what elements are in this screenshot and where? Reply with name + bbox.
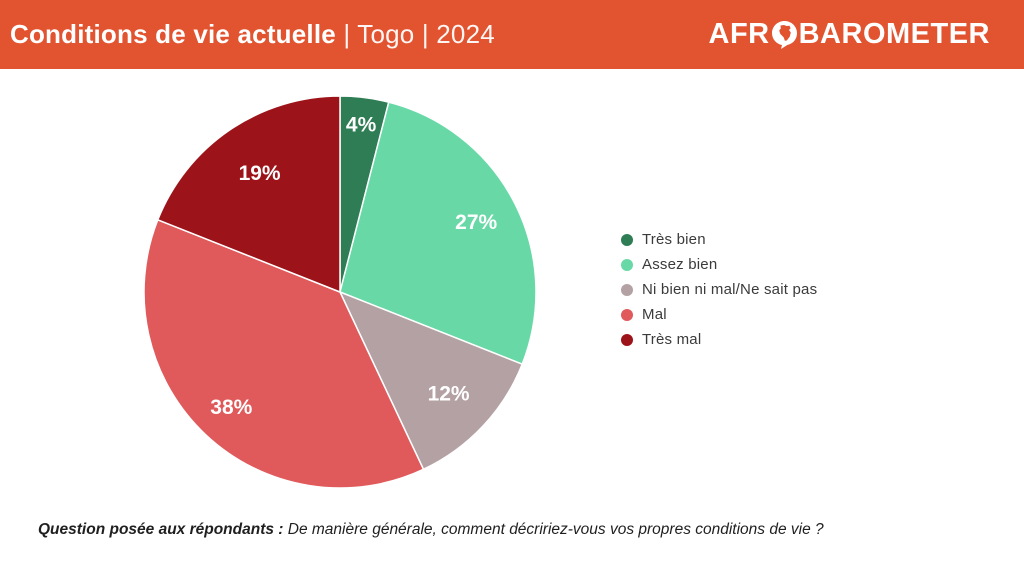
- pie-slice-value-label: 12%: [428, 383, 470, 406]
- legend-swatch-tres-bien: [621, 233, 633, 246]
- page-title-rest: | Togo | 2024: [335, 19, 495, 49]
- pie-slice-3: [143, 219, 425, 489]
- logo-text-right: BAROMETER: [798, 18, 990, 50]
- legend-item-assez-bien: Assez bien: [621, 252, 817, 277]
- pie-slice-value-label: 19%: [239, 162, 281, 185]
- africa-speech-bubble-icon: [770, 20, 799, 50]
- legend-swatch-mal: [621, 308, 633, 321]
- chart-legend: Très bien Assez bien Ni bien ni mal/Ne s…: [621, 227, 817, 352]
- pie-slice-4: [157, 95, 341, 293]
- page-title: Conditions de vie actuelle | Togo | 2024: [10, 19, 495, 50]
- legend-swatch-assez-bien: [621, 258, 633, 271]
- pie-chart-container: 4% 27% 12% 38% 19%: [142, 94, 538, 490]
- question-caption: Question posée aux répondants : De maniè…: [38, 521, 998, 539]
- afrobarometer-logo: AFR BAROMETER: [709, 18, 991, 51]
- pie-slice-1: [339, 101, 537, 365]
- pie-slice-value-label: 4%: [346, 113, 377, 136]
- legend-item-tres-mal: Très mal: [621, 327, 817, 352]
- legend-label: Ni bien ni mal/Ne sait pas: [642, 281, 818, 298]
- question-text: De manière générale, comment décririez-v…: [283, 521, 824, 538]
- legend-item-tres-bien: Très bien: [621, 227, 817, 252]
- legend-label: Très mal: [642, 331, 702, 348]
- legend-label: Mal: [642, 306, 667, 323]
- legend-label: Assez bien: [642, 256, 718, 273]
- legend-label: Très bien: [642, 231, 706, 248]
- pie-chart: 4% 27% 12% 38% 19%: [143, 95, 537, 489]
- page-title-bold: Conditions de vie actuelle: [10, 19, 336, 49]
- legend-swatch-tres-mal: [621, 333, 633, 346]
- pie-slice-value-label: 38%: [210, 396, 252, 419]
- legend-swatch-ni-bien-ni-mal: [621, 283, 633, 296]
- header-bar: Conditions de vie actuelle | Togo | 2024…: [0, 0, 1024, 69]
- question-lead: Question posée aux répondants :: [38, 521, 284, 538]
- logo-text-left: AFR: [708, 18, 770, 50]
- pie-slice-value-label: 27%: [455, 211, 497, 234]
- pie-slice-2: [339, 291, 523, 471]
- legend-item-ni-bien-ni-mal: Ni bien ni mal/Ne sait pas: [621, 277, 817, 302]
- legend-item-mal: Mal: [621, 302, 817, 327]
